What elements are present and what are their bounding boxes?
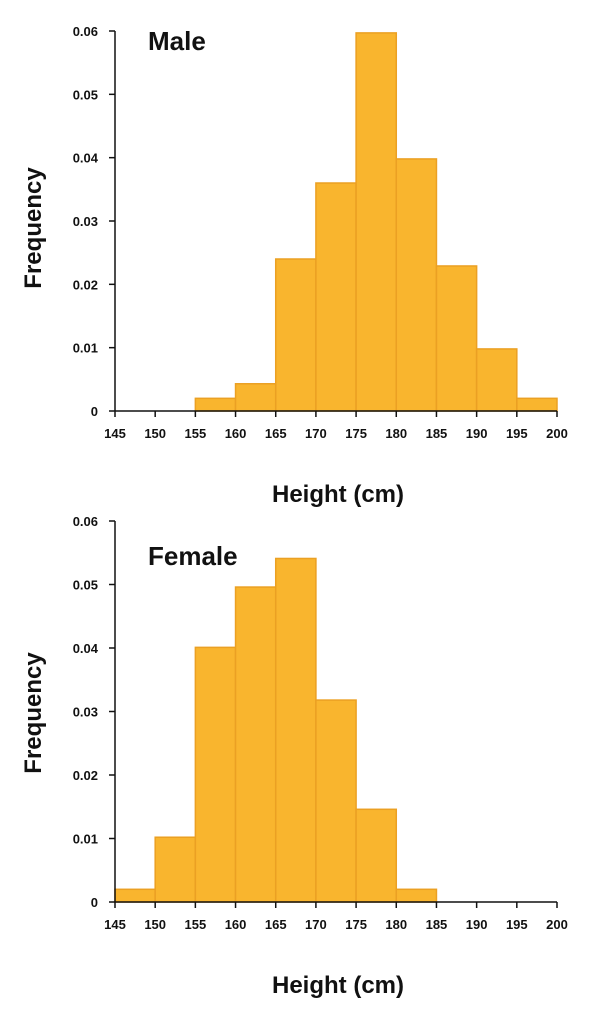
female-x-tick-label-180: 180 <box>385 917 407 932</box>
male-y-axis-title: Frequency <box>20 167 47 289</box>
female-title: Female <box>148 541 238 571</box>
male-bar-190-195 <box>475 348 518 412</box>
male-bar-165-170 <box>274 258 317 412</box>
female-bar-170-175 <box>315 699 357 903</box>
male-bar-155-160 <box>194 397 237 412</box>
female-y-tick-label-0.03: 0.03 <box>73 705 98 720</box>
female-x-tick-label-195: 195 <box>506 917 528 932</box>
female-x-tick-label-175: 175 <box>345 917 367 932</box>
female-x-tick-label-145: 145 <box>104 917 126 932</box>
female-y-tick-label-0.01: 0.01 <box>73 832 98 847</box>
male-y-tick-label-0.06: 0.06 <box>73 24 98 39</box>
male-bar-180-185 <box>395 158 438 412</box>
female-y-tick-label-0.06: 0.06 <box>73 514 98 529</box>
male-bar-185-190 <box>435 265 478 412</box>
male-y-ticks: 0 0.01 0.02 0.03 0.04 0.05 0.06 <box>73 24 115 419</box>
male-x-axis-title: Height (cm) <box>272 481 404 508</box>
male-x-tick-label-160: 160 <box>225 426 247 441</box>
male-x-tick-label-145: 145 <box>104 426 126 441</box>
female-y-tick-label-0.04: 0.04 <box>73 641 99 656</box>
female-panel: 145 150 155 160 165 170 175 180 185 190 195 200 0 0.… <box>20 514 568 999</box>
male-title: Male <box>148 26 206 56</box>
male-x-tick-label-155: 155 <box>185 426 207 441</box>
male-x-tick-label-180: 180 <box>385 426 407 441</box>
female-x-tick-label-170: 170 <box>305 917 327 932</box>
female-x-tick-label-190: 190 <box>466 917 488 932</box>
male-x-tick-label-195: 195 <box>506 426 528 441</box>
female-bars <box>114 557 438 903</box>
female-x-tick-label-200: 200 <box>546 917 568 932</box>
male-bar-195-200 <box>516 397 558 412</box>
female-x-axis-title: Height (cm) <box>272 972 404 999</box>
male-y-tick-label-0.05: 0.05 <box>73 87 98 102</box>
male-bars <box>194 32 558 412</box>
female-x-tick-label-165: 165 <box>265 917 287 932</box>
male-x-tick-label-175: 175 <box>345 426 367 441</box>
male-y-tick-label-0.03: 0.03 <box>73 214 98 229</box>
male-x-tick-label-190: 190 <box>466 426 488 441</box>
female-y-tick-label-0.02: 0.02 <box>73 768 98 783</box>
female-bar-155-160 <box>194 646 237 903</box>
male-x-tick-label-165: 165 <box>265 426 287 441</box>
male-bar-175-180 <box>355 32 398 412</box>
male-panel: 145 150 155 160 165 170 175 180 185 190 195 200 0 0.… <box>20 24 568 508</box>
male-y-tick-label-0.02: 0.02 <box>73 277 98 292</box>
female-bar-145-150 <box>114 888 156 903</box>
female-y-tick-label-0.05: 0.05 <box>73 578 98 593</box>
female-bar-165-170 <box>274 557 317 903</box>
male-bar-170-175 <box>315 182 357 412</box>
male-y-tick-label-0: 0 <box>91 404 98 419</box>
female-bar-160-165 <box>234 586 277 903</box>
female-x-ticks: 145 150 155 160 165 170 175 180 185 190 195 200 <box>104 902 568 932</box>
female-bar-150-155 <box>154 836 197 903</box>
female-x-tick-label-155: 155 <box>185 917 207 932</box>
male-y-tick-label-0.04: 0.04 <box>73 151 99 166</box>
male-y-tick-label-0.01: 0.01 <box>73 341 98 356</box>
male-x-tick-label-185: 185 <box>426 426 448 441</box>
female-bar-180-185 <box>395 888 438 903</box>
male-x-tick-label-200: 200 <box>546 426 568 441</box>
female-x-tick-label-150: 150 <box>144 917 166 932</box>
male-x-tick-label-150: 150 <box>144 426 166 441</box>
male-x-tick-label-170: 170 <box>305 426 327 441</box>
female-y-axis-title: Frequency <box>20 652 47 774</box>
female-x-tick-label-185: 185 <box>426 917 448 932</box>
female-y-ticks: 0 0.01 0.02 0.03 0.04 0.05 0.06 <box>73 514 115 910</box>
male-x-ticks: 145 150 155 160 165 170 175 180 185 190 195 200 <box>104 411 568 441</box>
female-bar-175-180 <box>355 808 398 903</box>
female-x-tick-label-160: 160 <box>225 917 247 932</box>
female-y-tick-label-0: 0 <box>91 895 98 910</box>
male-bar-160-165 <box>234 383 277 412</box>
